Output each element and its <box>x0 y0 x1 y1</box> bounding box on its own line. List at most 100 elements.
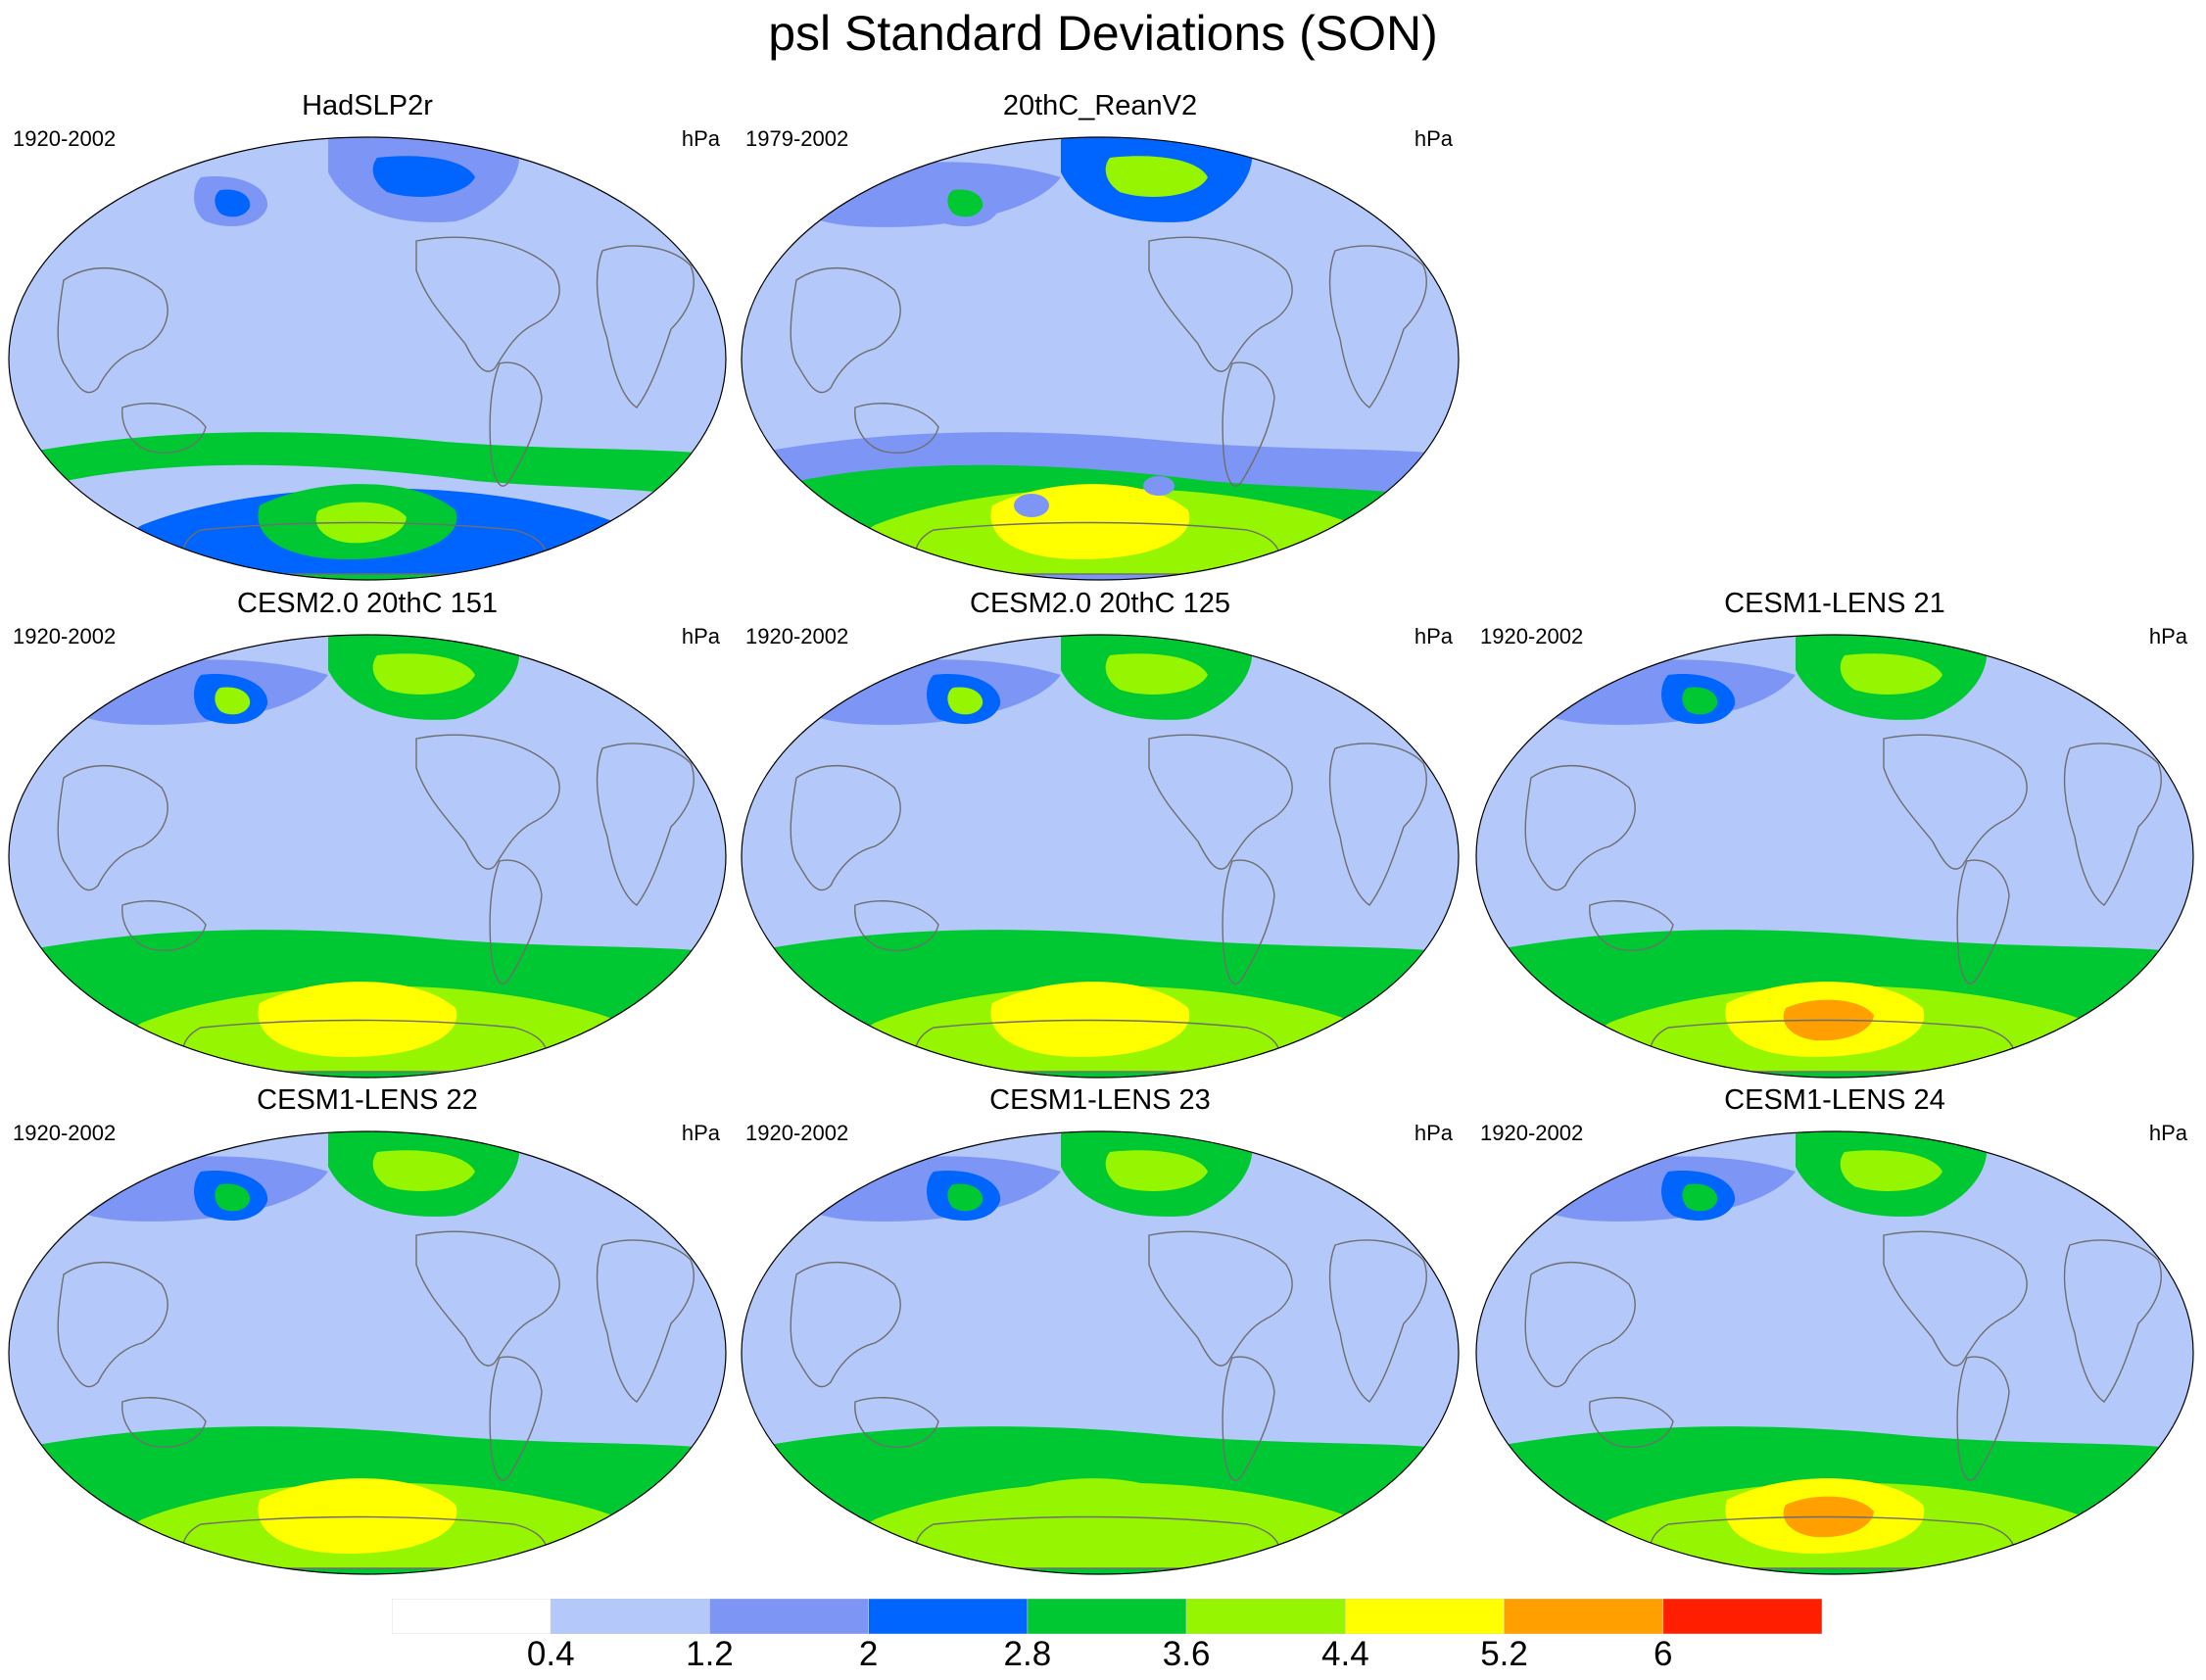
panel-title: 20thC_ReanV2 <box>1002 90 1198 121</box>
panel-years: 1920-2002 <box>13 126 117 151</box>
map-border <box>741 136 1460 581</box>
panel-title: CESM1-LENS 23 <box>989 1084 1211 1116</box>
panel-years: 1979-2002 <box>745 126 849 151</box>
panel-units: hPa <box>681 624 720 648</box>
coastline <box>121 900 207 951</box>
colorbar-tick-label: 2.8 <box>1003 1635 1052 1673</box>
map-svg <box>8 1130 727 1575</box>
colorbar-tick-label: 2 <box>858 1635 879 1673</box>
colorbar-labels: 0.4 1.2 2 2.8 3.6 4.4 5.2 6 <box>392 1634 1822 1677</box>
map-svg <box>1475 634 2194 1079</box>
map-svg <box>741 1130 1460 1575</box>
anomaly-spot <box>1143 476 1175 496</box>
colorbar-swatch <box>1662 1599 1822 1634</box>
colorbar-tick-label: 6 <box>1654 1635 1673 1673</box>
map-svg <box>8 136 727 581</box>
panel-title: CESM2.0 20thC 151 <box>237 588 498 619</box>
colorbar <box>392 1599 1822 1634</box>
panel-title: CESM1-LENS 22 <box>257 1084 478 1116</box>
anomaly-spot <box>1184 448 1212 465</box>
coastline <box>121 403 207 454</box>
coastline <box>790 765 901 891</box>
map-border <box>1475 1130 2194 1575</box>
north-pacific-core <box>947 687 983 715</box>
map-panel: 20thC_ReanV2 1979-2002 hPa <box>738 88 1463 583</box>
tropical-band <box>9 285 726 433</box>
colorbar-tick-label: 0.4 <box>526 1635 575 1673</box>
north-pacific-core <box>215 1183 251 1212</box>
coastline <box>489 361 543 487</box>
coastline <box>1222 859 1275 984</box>
colorbar-tick-label: 4.4 <box>1321 1635 1369 1673</box>
tropical-band <box>9 1279 726 1427</box>
coastline <box>1589 1397 1674 1448</box>
panel-title: CESM1-LENS 24 <box>1724 1084 1945 1116</box>
map-field <box>742 137 1459 580</box>
map-border <box>8 634 727 1079</box>
north-atlantic-core <box>1840 1150 1942 1191</box>
map-border <box>8 1130 727 1575</box>
tropical-band <box>742 783 1459 931</box>
tropical-band <box>1476 783 2193 931</box>
map-svg <box>741 136 1460 581</box>
north-atlantic-core <box>372 1150 475 1191</box>
north-pacific-core <box>215 687 251 715</box>
panel-units: hPa <box>1414 624 1453 648</box>
coastline <box>2063 1239 2162 1403</box>
north-atlantic-core <box>372 156 475 197</box>
coastline <box>596 1239 695 1403</box>
coastline <box>1328 245 1427 408</box>
map-svg <box>1475 1130 2194 1575</box>
tropical-band <box>742 1279 1459 1427</box>
panel-title: CESM1-LENS 21 <box>1724 588 1945 619</box>
coastline <box>1883 734 2028 870</box>
map-field <box>1476 1131 2193 1574</box>
map-panel: CESM2.0 20thC 151 1920-2002 hPa <box>5 586 730 1080</box>
map-panel: CESM1-LENS 22 1920-2002 hPa <box>5 1082 730 1577</box>
map-field <box>742 635 1459 1078</box>
coastline <box>415 734 560 870</box>
panel-years: 1920-2002 <box>745 624 849 648</box>
north-atlantic-core <box>372 653 475 695</box>
colorbar-swatch <box>392 1599 552 1634</box>
colorbar-tick-label: 5.2 <box>1480 1635 1528 1673</box>
coastline <box>1956 1356 2010 1481</box>
tropical-band <box>9 783 726 931</box>
map-border <box>741 1130 1460 1575</box>
anomaly-spot <box>1014 494 1049 517</box>
map-panel: HadSLP2r 1920-2002 hPa <box>5 88 730 583</box>
north-atlantic-core <box>1105 156 1208 197</box>
north-atlantic-core <box>1105 1150 1208 1191</box>
panel-years: 1920-2002 <box>1480 1121 1584 1145</box>
coastline <box>1883 1230 2028 1367</box>
coastline <box>1148 236 1293 372</box>
map-panel: CESM1-LENS 21 1920-2002 hPa <box>1472 586 2197 1080</box>
north-atlantic-core <box>1840 653 1942 695</box>
coastline <box>1328 1239 1427 1403</box>
north-pacific-core <box>1682 1183 1718 1212</box>
map-svg <box>741 634 1460 1079</box>
coastline <box>121 1397 207 1448</box>
north-pacific-core <box>947 1183 983 1212</box>
north-atlantic-core <box>1105 653 1208 695</box>
colorbar-swatch <box>1504 1599 1664 1634</box>
coastline <box>1524 765 1636 891</box>
panel-title: CESM2.0 20thC 125 <box>970 588 1230 619</box>
panel-units: hPa <box>1414 126 1453 151</box>
coastline <box>415 1230 560 1367</box>
colorbar-swatch <box>1345 1599 1505 1634</box>
coastline <box>790 1262 901 1388</box>
panel-units: hPa <box>681 1121 720 1145</box>
panel-years: 1920-2002 <box>13 1121 117 1145</box>
coastline <box>489 1356 543 1481</box>
north-pacific-core <box>215 189 251 217</box>
coastline <box>854 1397 939 1448</box>
panel-title: HadSLP2r <box>302 90 433 121</box>
map-field <box>1476 635 2193 1078</box>
figure-title: psl Standard Deviations (SON) <box>768 6 1438 61</box>
map-field <box>9 137 726 580</box>
coastline <box>1524 1262 1636 1388</box>
coastline <box>1222 1356 1275 1481</box>
coastline <box>854 900 939 951</box>
coastline <box>1148 1230 1293 1367</box>
